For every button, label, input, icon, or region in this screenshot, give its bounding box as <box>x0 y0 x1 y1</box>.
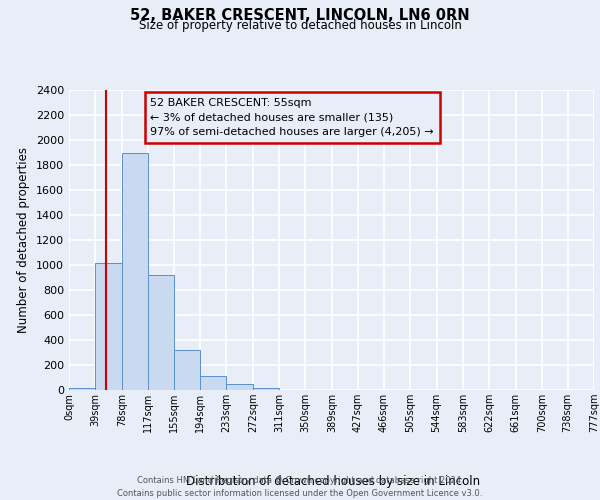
Y-axis label: Number of detached properties: Number of detached properties <box>17 147 31 333</box>
Text: 52 BAKER CRESCENT: 55sqm
← 3% of detached houses are smaller (135)
97% of semi-d: 52 BAKER CRESCENT: 55sqm ← 3% of detache… <box>151 98 434 137</box>
Bar <box>148 275 174 390</box>
Text: Distribution of detached houses by size in Lincoln: Distribution of detached houses by size … <box>186 474 480 488</box>
Text: Size of property relative to detached houses in Lincoln: Size of property relative to detached ho… <box>139 18 461 32</box>
Bar <box>69 388 95 390</box>
Bar <box>95 262 122 390</box>
Bar <box>174 350 200 390</box>
Bar <box>253 388 279 390</box>
Bar <box>226 384 253 390</box>
Bar <box>122 152 148 390</box>
Text: 52, BAKER CRESCENT, LINCOLN, LN6 0RN: 52, BAKER CRESCENT, LINCOLN, LN6 0RN <box>130 8 470 22</box>
Text: Contains HM Land Registry data © Crown copyright and database right 2024.
Contai: Contains HM Land Registry data © Crown c… <box>118 476 482 498</box>
Bar <box>200 376 226 390</box>
